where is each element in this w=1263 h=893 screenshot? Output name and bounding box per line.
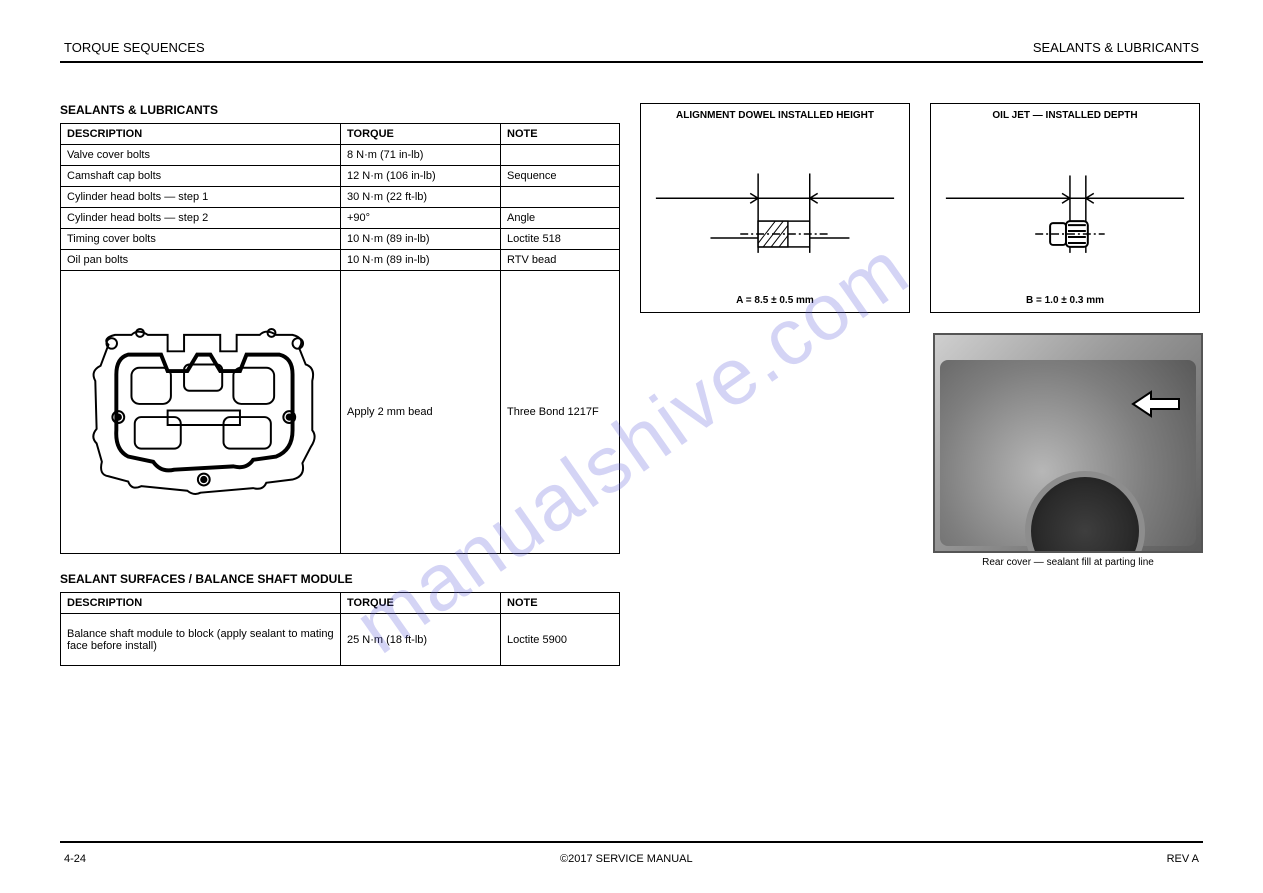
section1-title: SEALANTS & LUBRICANTS [60,103,620,117]
cell-desc: Timing cover bolts [61,229,341,250]
cell-desc: Camshaft cap bolts [61,166,341,187]
left-column: SEALANTS & LUBRICANTS DESCRIPTION TORQUE… [60,103,620,666]
table-row: DESCRIPTION TORQUE NOTE [61,593,620,614]
footer-center: ©2017 SERVICE MANUAL [560,853,693,865]
figure-rear-cover-photo: Rear cover — sealant fill at parting lin… [933,333,1203,568]
cell-desc: Cylinder head bolts — step 2 [61,208,341,229]
cell-note [501,187,620,208]
cell-torque: 25 N·m (18 ft-lb) [341,614,501,666]
cell-torque: +90° [341,208,501,229]
cell-desc: Valve cover bolts [61,145,341,166]
figC-caption: Rear cover — sealant fill at parting lin… [933,557,1203,568]
th-desc: DESCRIPTION [61,124,341,145]
th-desc: DESCRIPTION [61,593,341,614]
arrow-callout-icon [1131,390,1181,418]
footer-left: 4-24 [64,853,86,865]
header-left: TORQUE SEQUENCES [64,40,205,55]
sealant-table-1: DESCRIPTION TORQUE NOTE Valve cover bolt… [60,123,620,554]
table-row: Cylinder head bolts — step 1 30 N·m (22 … [61,187,620,208]
header-rule [60,61,1203,63]
table-row: Valve cover bolts 8 N·m (71 in-lb) [61,145,620,166]
figA-bottom: A = 8.5 ± 0.5 mm [641,295,909,306]
table-row: Timing cover bolts 10 N·m (89 in-lb) Loc… [61,229,620,250]
figB-bottom: B = 1.0 ± 0.3 mm [931,295,1199,306]
th-note: NOTE [501,593,620,614]
cell-torque: 12 N·m (106 in-lb) [341,166,501,187]
sealant-table-2: DESCRIPTION TORQUE NOTE Balance shaft mo… [60,592,620,666]
cell-desc: Balance shaft module to block (apply sea… [61,614,341,666]
rear-cover-photo [933,333,1203,553]
content-area: SEALANTS & LUBRICANTS DESCRIPTION TORQUE… [60,103,1203,666]
diagram-note: Three Bond 1217F [501,271,620,554]
figure-oil-jet-depth: OIL JET — INSTALLED DEPTH [930,103,1200,313]
cell-note: RTV bead [501,250,620,271]
head-gasket-diagram-cell [61,271,341,554]
dowel-height-icon [641,104,909,312]
table-row: Cylinder head bolts — step 2 +90° Angle [61,208,620,229]
cell-note: Angle [501,208,620,229]
figure-dowel-height: ALIGNMENT DOWEL INSTALLED HEIGHT [640,103,910,313]
head-gasket-icon [69,279,332,542]
table-row: Balance shaft module to block (apply sea… [61,614,620,666]
table-row: Camshaft cap bolts 12 N·m (106 in-lb) Se… [61,166,620,187]
table-row-diagram: Apply 2 mm bead Three Bond 1217F [61,271,620,554]
diagram-torque: Apply 2 mm bead [341,271,501,554]
cell-note: Sequence [501,166,620,187]
cell-torque: 8 N·m (71 in-lb) [341,145,501,166]
cell-desc: Oil pan bolts [61,250,341,271]
table-row: DESCRIPTION TORQUE NOTE [61,124,620,145]
th-note: NOTE [501,124,620,145]
footer-rule [60,841,1203,843]
header-right: SEALANTS & LUBRICANTS [1033,40,1199,55]
right-row-2: Rear cover — sealant fill at parting lin… [640,333,1203,568]
th-torque: TORQUE [341,124,501,145]
cell-torque: 10 N·m (89 in-lb) [341,250,501,271]
cell-note: Loctite 518 [501,229,620,250]
th-torque: TORQUE [341,593,501,614]
right-row-1: ALIGNMENT DOWEL INSTALLED HEIGHT [640,103,1203,313]
page-footer: 4-24 ©2017 SERVICE MANUAL REV A [60,853,1203,865]
cell-desc: Cylinder head bolts — step 1 [61,187,341,208]
section2-title: SEALANT SURFACES / BALANCE SHAFT MODULE [60,572,620,586]
right-column: ALIGNMENT DOWEL INSTALLED HEIGHT [640,103,1203,666]
oil-jet-depth-icon [931,104,1199,312]
cell-note: Loctite 5900 [501,614,620,666]
cell-torque: 30 N·m (22 ft-lb) [341,187,501,208]
footer-right: REV A [1167,853,1199,865]
page-header: TORQUE SEQUENCES SEALANTS & LUBRICANTS [60,40,1203,55]
cell-note [501,145,620,166]
table-row: Oil pan bolts 10 N·m (89 in-lb) RTV bead [61,250,620,271]
cell-torque: 10 N·m (89 in-lb) [341,229,501,250]
